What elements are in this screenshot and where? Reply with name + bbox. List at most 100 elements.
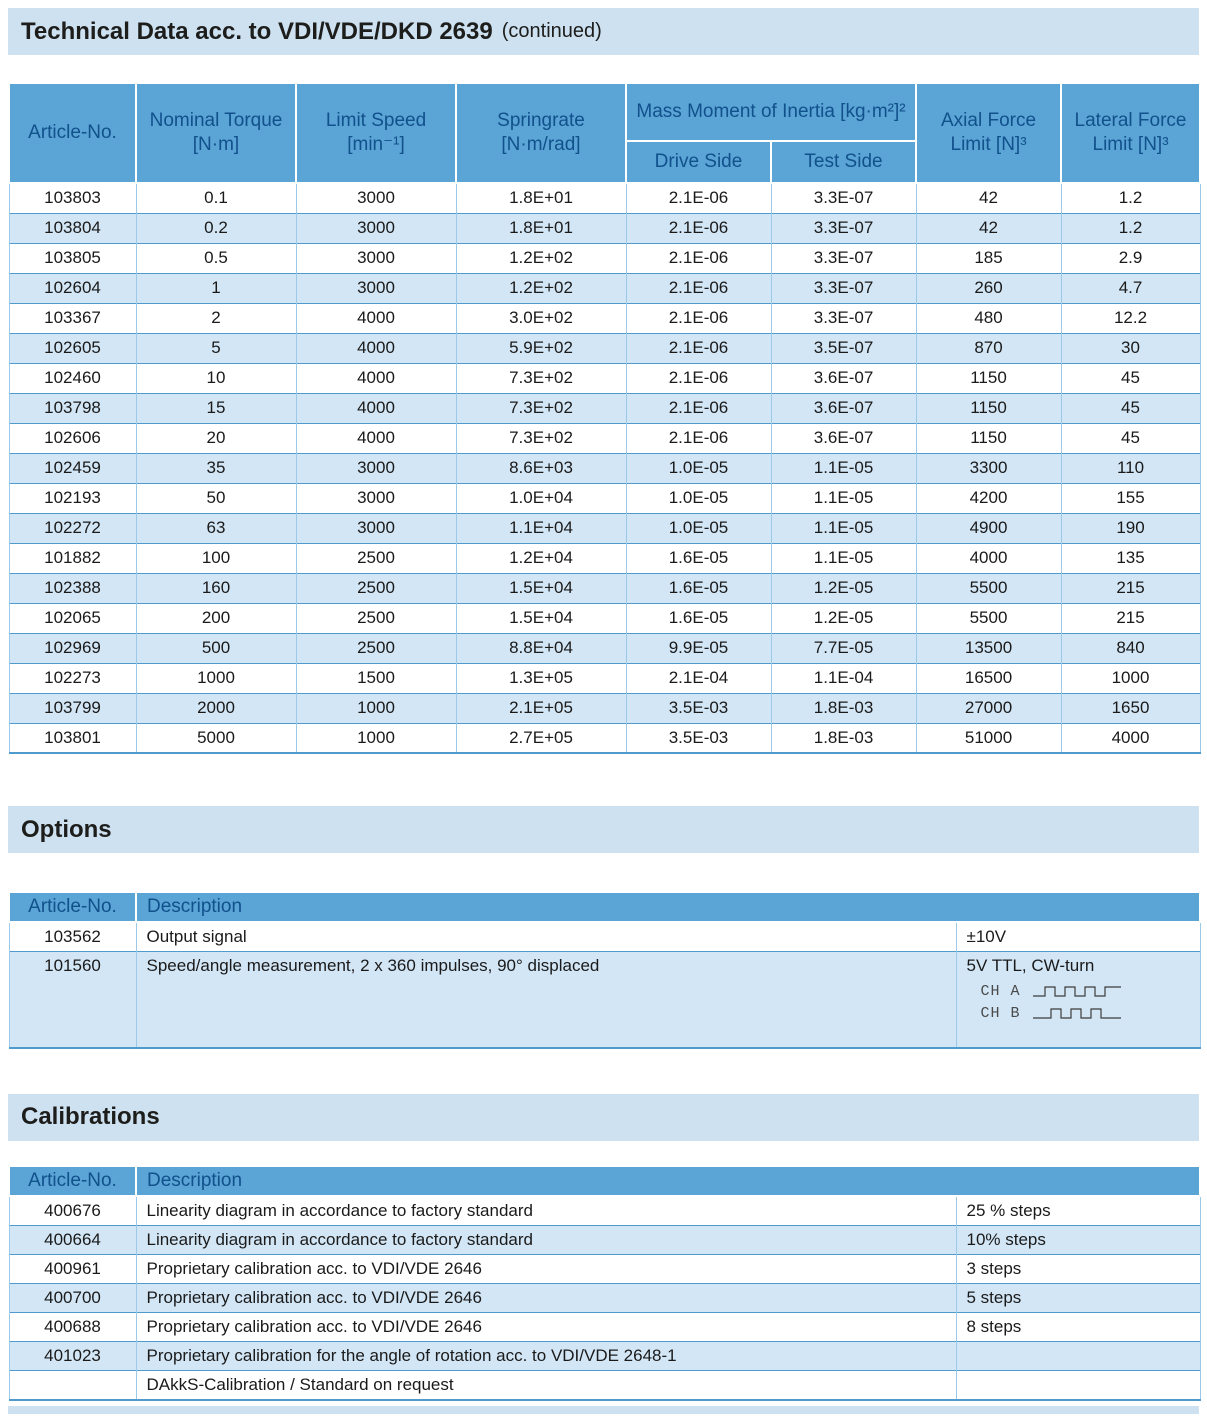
table-cell: 51000 bbox=[915, 722, 1062, 754]
technical-table-body: 103803 0.1 3000 1.8E+01 2.1E-06 3.3E-07 42 1.2 1… bbox=[8, 182, 1201, 754]
table-row: 400664 Linearity diagram in accordance to… bbox=[8, 1224, 1201, 1254]
table-cell: 3.3E-07 bbox=[770, 302, 917, 333]
table-cell: 103799 bbox=[8, 692, 137, 723]
table-cell: 3000 bbox=[295, 272, 457, 303]
calibration-article-no: 400676 bbox=[8, 1195, 137, 1225]
table-row: 400700 Proprietary calibration acc. to VD… bbox=[8, 1282, 1201, 1312]
table-cell: 7.3E+02 bbox=[455, 422, 627, 453]
table-cell: 1.2 bbox=[1060, 212, 1201, 243]
table-cell: 200 bbox=[135, 602, 297, 633]
table-cell: 2.7E+05 bbox=[455, 722, 627, 754]
table-cell: 2.1E-06 bbox=[625, 182, 772, 213]
column-header-mass-moment-of-inertia: Mass Moment of Inertia [kg·m²]² bbox=[624, 82, 918, 142]
table-row: DAkkS-Calibration / Standard on request bbox=[8, 1369, 1201, 1401]
calibration-article-no: 400664 bbox=[8, 1224, 137, 1254]
table-cell: 4900 bbox=[915, 512, 1062, 543]
table-cell: 45 bbox=[1060, 422, 1201, 453]
calibration-article-no: 401023 bbox=[8, 1340, 137, 1370]
column-header-nominal-torque: Nominal Torque [N·m] bbox=[135, 82, 297, 184]
table-cell: 3.3E-07 bbox=[770, 182, 917, 213]
table-cell: 12.2 bbox=[1060, 302, 1201, 333]
table-cell: 3000 bbox=[295, 482, 457, 513]
table-cell: 1150 bbox=[915, 392, 1062, 423]
table-row: 103799 2000 1000 2.1E+05 3.5E-03 1.8E-03 27000… bbox=[8, 692, 1201, 723]
table-cell: 35 bbox=[135, 452, 297, 483]
table-row: 103562 Output signal ±10V bbox=[8, 921, 1201, 952]
table-cell: 1.1E-05 bbox=[770, 452, 917, 483]
table-cell: 27000 bbox=[915, 692, 1062, 723]
table-cell: 2.1E-06 bbox=[625, 392, 772, 423]
channel-a-label: CH A bbox=[980, 982, 1021, 1000]
options-header-description: Description bbox=[134, 891, 1202, 923]
table-cell: 8.6E+03 bbox=[455, 452, 627, 483]
table-row: 103798 15 4000 7.3E+02 2.1E-06 3.6E-07 1150 45 bbox=[8, 392, 1201, 423]
table-cell: 2500 bbox=[295, 602, 457, 633]
table-cell: 4000 bbox=[295, 422, 457, 453]
table-cell: 870 bbox=[915, 332, 1062, 363]
calibrations-heading: Calibrations bbox=[21, 1103, 160, 1130]
table-cell: 3.6E-07 bbox=[770, 362, 917, 393]
table-cell: 3000 bbox=[295, 242, 457, 273]
table-cell: 7.7E-05 bbox=[770, 632, 917, 663]
table-cell: 1.1E-05 bbox=[770, 542, 917, 573]
column-header-test-side: Test Side bbox=[769, 140, 918, 184]
table-cell: 2500 bbox=[295, 572, 457, 603]
column-header-lateral-force-limit: Lateral Force Limit [N]³ bbox=[1060, 82, 1202, 184]
table-row: 101882 100 2500 1.2E+04 1.6E-05 1.1E-05 4000 13… bbox=[8, 542, 1201, 573]
calibrations-header-description: Description bbox=[134, 1164, 1202, 1197]
table-cell: 7.3E+02 bbox=[455, 362, 627, 393]
table-cell: 4000 bbox=[295, 332, 457, 363]
table-cell: 190 bbox=[1060, 512, 1201, 543]
table-cell: 500 bbox=[135, 632, 297, 663]
table-row: 102459 35 3000 8.6E+03 1.0E-05 1.1E-05 3300 110 bbox=[8, 452, 1201, 483]
calibration-description: Linearity diagram in accordance to facto… bbox=[135, 1224, 957, 1254]
table-cell: 102388 bbox=[8, 572, 137, 603]
table-row: 102606 20 4000 7.3E+02 2.1E-06 3.6E-07 1150 45 bbox=[8, 422, 1201, 453]
table-row: 102605 5 4000 5.9E+02 2.1E-06 3.5E-07 870 30 bbox=[8, 332, 1201, 363]
table-cell: 4000 bbox=[295, 362, 457, 393]
table-cell: 1.0E-05 bbox=[625, 512, 772, 543]
table-cell: 5500 bbox=[915, 572, 1062, 603]
options-heading: Options bbox=[21, 815, 112, 843]
table-cell: 103803 bbox=[8, 182, 137, 213]
table-cell: 4.7 bbox=[1060, 272, 1201, 303]
table-cell: 1.3E+05 bbox=[455, 662, 627, 693]
calibration-value: 5 steps bbox=[955, 1282, 1201, 1312]
table-cell: 1.6E-05 bbox=[625, 602, 772, 633]
square-wave-a-icon bbox=[1032, 986, 1121, 997]
table-cell: 4000 bbox=[915, 542, 1062, 573]
calibration-description: Proprietary calibration acc. to VDI/VDE … bbox=[135, 1253, 957, 1283]
table-cell: 103798 bbox=[8, 392, 137, 423]
page-title-suffix: (continued) bbox=[501, 20, 602, 42]
table-row: 103803 0.1 3000 1.8E+01 2.1E-06 3.3E-07 42 1.2 bbox=[8, 182, 1201, 213]
table-row: 102460 10 4000 7.3E+02 2.1E-06 3.6E-07 1150 45 bbox=[8, 362, 1201, 393]
quadrature-signal-diagram: CH A CH B bbox=[967, 980, 1190, 1024]
table-cell: 1150 bbox=[915, 362, 1062, 393]
table-cell: 3300 bbox=[915, 452, 1062, 483]
page-title-bar: Technical Data acc. to VDI/VDE/DKD 2639 … bbox=[8, 8, 1199, 55]
table-row: 103805 0.5 3000 1.2E+02 2.1E-06 3.3E-07 185 2.9 bbox=[8, 242, 1201, 273]
table-cell: 10 bbox=[135, 362, 297, 393]
next-section-strip bbox=[8, 1405, 1199, 1414]
table-cell: 42 bbox=[915, 212, 1062, 243]
table-cell: 215 bbox=[1060, 602, 1201, 633]
table-cell: 1.0E+04 bbox=[455, 482, 627, 513]
table-cell: 2 bbox=[135, 302, 297, 333]
calibration-article-no: 400688 bbox=[8, 1311, 137, 1341]
table-cell: 1000 bbox=[1060, 662, 1201, 693]
table-cell: 3.0E+02 bbox=[455, 302, 627, 333]
table-cell: 1000 bbox=[135, 662, 297, 693]
table-cell: 1.2E+02 bbox=[455, 242, 627, 273]
options-value: ±10V bbox=[955, 921, 1201, 952]
table-cell: 8.8E+04 bbox=[455, 632, 627, 663]
calibration-value: 8 steps bbox=[955, 1311, 1201, 1341]
table-cell: 840 bbox=[1060, 632, 1201, 663]
table-cell: 102969 bbox=[8, 632, 137, 663]
options-article-no: 101560 bbox=[8, 951, 137, 1049]
table-cell: 102193 bbox=[8, 482, 137, 513]
calibration-article-no bbox=[8, 1369, 137, 1401]
table-cell: 3.6E-07 bbox=[770, 422, 917, 453]
table-cell: 13500 bbox=[915, 632, 1062, 663]
table-cell: 3.5E-07 bbox=[770, 332, 917, 363]
